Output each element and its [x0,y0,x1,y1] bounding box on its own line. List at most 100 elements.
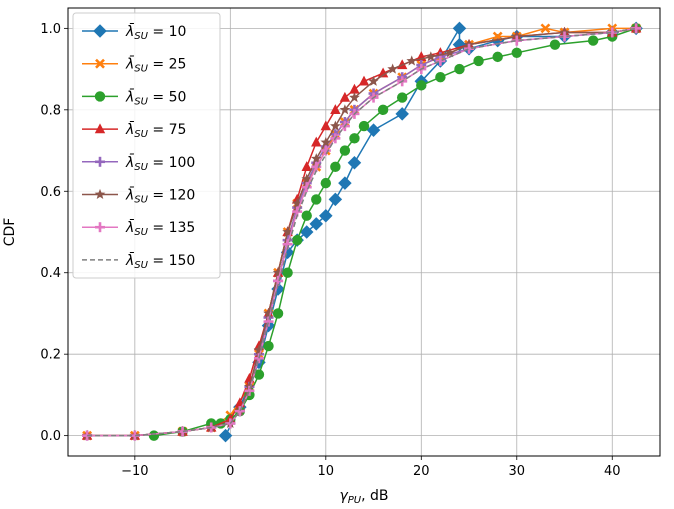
data-point-75 [377,67,389,78]
data-point-75 [320,120,332,131]
data-point-50 [587,35,599,46]
legend-subscript: SU [134,129,148,140]
y-tick-label: 0.0 [40,429,61,444]
data-point-50 [263,340,274,352]
data-point-135 [320,145,331,156]
legend-label: λ̄SU = 75 [125,121,186,141]
data-point-75 [358,75,370,86]
data-point-25 [540,23,551,34]
legend-equals: = [148,89,169,105]
legend-value: 120 [169,188,196,204]
data-point-10 [452,21,467,36]
legend-marker [94,91,106,102]
data-point-135 [263,316,274,327]
series-150 [87,27,637,437]
legend-value: 135 [169,220,196,236]
y-tick-label: 1.0 [40,22,61,37]
x-axis-label: γPU, dB [339,488,388,506]
data-point-135 [244,385,255,396]
data-point-50 [416,80,427,91]
legend-equals: = [148,220,169,236]
y-tick-label: 0.6 [40,185,61,200]
legend-symbol: λ̄ [125,22,134,40]
legend-marker [94,188,106,200]
legend-label: λ̄SU = 10 [125,22,186,42]
data-point-50 [377,104,389,116]
legend-symbol: λ̄ [125,251,134,269]
data-point-50 [272,308,284,319]
data-point-120 [444,47,456,58]
legend-marker [95,222,105,233]
data-point-50 [320,177,332,189]
series-layer [81,21,643,443]
data-point-10 [395,107,409,121]
legend-equals: = [148,253,169,269]
data-point-50 [291,234,303,246]
x-marker-stroke [492,31,503,42]
legend-marker [94,123,106,134]
legend-subscript: SU [134,64,148,75]
data-point-50 [358,120,370,132]
y-axis-label: CDF [2,218,18,247]
x-tick-label: 30 [509,464,526,479]
data-point-75 [330,104,341,114]
data-point-120 [425,51,437,62]
legend-equals: = [148,155,169,171]
data-point-50 [549,39,561,50]
x-tick-label: 10 [318,464,335,479]
legend-equals: = [148,122,169,138]
data-point-50 [511,47,522,58]
data-point-135 [435,55,446,66]
legend-entry-100: λ̄SU = 100 [82,153,195,173]
legend-value: 75 [169,122,187,138]
legend-symbol: λ̄ [125,219,134,237]
data-point-10 [319,208,333,223]
data-point-75 [301,161,312,171]
legend-symbol: λ̄ [125,55,134,73]
data-point-50 [253,369,265,380]
x-tick-label: 0 [226,464,234,479]
data-point-50 [435,72,446,83]
data-point-50 [301,210,312,221]
legend-value: 50 [169,89,187,105]
data-point-50 [311,194,322,205]
legend-label: λ̄SU = 135 [125,219,195,239]
data-point-50 [330,161,341,173]
data-point-75 [339,91,351,102]
legend-equals: = [148,57,169,73]
data-point-120 [310,153,322,164]
legend-symbol: λ̄ [125,88,134,106]
data-point-50 [349,133,360,144]
data-point-10 [328,192,343,207]
x-tick-label: −10 [121,464,148,479]
data-point-75 [349,83,360,94]
data-point-50 [339,145,351,156]
data-point-120 [339,104,351,115]
data-point-10 [366,123,381,137]
legend-equals: = [148,24,169,40]
y-tick-label: 0.8 [40,103,61,118]
data-point-50 [282,267,293,278]
legend-label: λ̄SU = 50 [125,88,186,108]
data-point-120 [263,307,274,318]
legend-subscript: SU [134,31,148,42]
legend-marker [95,58,105,69]
data-point-120 [272,267,284,278]
legend-subscript: SU [134,227,148,238]
axis-ticks: −10 0 10 20 30 40 0.0 0.2 0.4 0.6 0.8 1.0 [40,22,620,479]
x-axis-label-unit: , dB [361,488,388,504]
data-point-135 [234,406,245,417]
legend-value: 25 [169,57,187,73]
legend-entry-10: λ̄SU = 10 [82,22,186,42]
data-point-50 [396,92,408,103]
legend-symbol: λ̄ [125,153,134,171]
data-point-50 [454,63,465,75]
data-point-120 [282,226,293,237]
x-axis-label-symbol: γ [339,488,348,504]
legend-value: 100 [169,155,196,171]
data-point-50 [473,55,484,67]
x-marker-stroke [540,23,551,34]
data-point-10 [218,428,233,443]
data-point-10 [299,225,314,239]
